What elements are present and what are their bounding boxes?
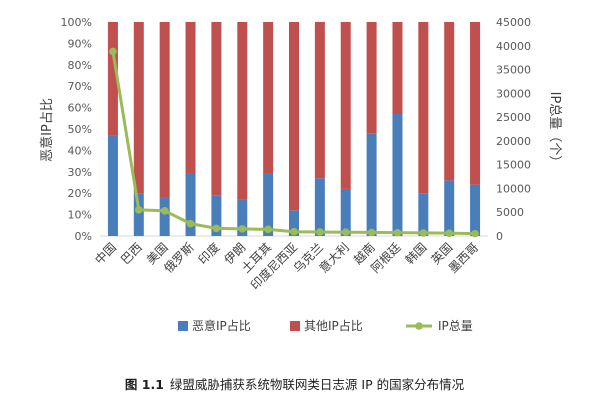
line-point: [342, 228, 350, 236]
figure-caption: 图 1.1 绿盟威胁捕获系统物联网类日志源 IP 的国家分布情况: [0, 374, 589, 393]
legend-swatch: [178, 321, 188, 331]
right-tick-label: 0: [496, 230, 503, 243]
left-tick-label: 50%: [68, 123, 92, 136]
category-label: 墨西哥: [446, 240, 481, 275]
bar-segment: [367, 133, 377, 236]
bar-segment: [418, 22, 428, 193]
legend-label: IP总量: [438, 319, 473, 333]
line-point: [316, 228, 324, 236]
bar-segment: [237, 22, 247, 200]
right-tick-label: 15000: [496, 159, 531, 172]
right-tick-label: 20000: [496, 135, 531, 148]
category-label: 俄罗斯: [161, 240, 196, 275]
left-tick-label: 100%: [61, 16, 92, 29]
figure-number: 图 1.1: [125, 377, 164, 392]
line-point: [368, 229, 376, 237]
left-tick-label: 30%: [68, 166, 92, 179]
left-axis: 0% 10% 20% 30% 40% 50% 60% 70% 80% 90% 100%: [61, 16, 92, 243]
bar-segment: [392, 22, 402, 114]
line-point: [290, 228, 298, 236]
bar-segment: [367, 22, 377, 133]
legend-swatch-marker: [415, 322, 423, 330]
line-point: [264, 226, 272, 234]
bar-segment: [470, 185, 480, 236]
bar-segment: [134, 22, 144, 193]
bar-segment: [392, 114, 402, 236]
line-point: [445, 229, 453, 237]
bar-segment: [315, 178, 325, 236]
bar-segment: [341, 22, 351, 189]
category-label: 意大利: [316, 240, 352, 276]
bar-segment: [470, 22, 480, 185]
legend-label: 其他IP占比: [304, 318, 363, 333]
category-label: 印度: [195, 240, 223, 268]
bar-segment: [108, 135, 118, 236]
bar-segment: [263, 22, 273, 174]
bar-segment: [444, 22, 454, 180]
bar-segment: [134, 193, 144, 236]
right-axis-title: IP总量（个）: [547, 92, 562, 169]
right-axis: 0 5000 10000 15000 20000 25000 30000 35000 40000…: [496, 16, 531, 243]
left-tick-label: 80%: [68, 59, 92, 72]
figure-caption-text: 绿盟威胁捕获系统物联网类日志源 IP 的国家分布情况: [170, 377, 464, 392]
right-tick-label: 25000: [496, 111, 531, 124]
plot-area: [100, 22, 488, 237]
left-tick-label: 10%: [68, 209, 92, 222]
bar-segment: [289, 22, 299, 210]
line-point: [187, 220, 195, 228]
left-tick-label: 90%: [68, 37, 92, 50]
bar-segment: [444, 180, 454, 236]
legend-swatch: [290, 321, 300, 331]
right-tick-label: 45000: [496, 16, 531, 29]
category-label: 阿根廷: [368, 240, 403, 275]
legend-label: 恶意IP占比: [192, 318, 251, 333]
right-tick-label: 10000: [496, 182, 531, 195]
category-label: 巴西: [118, 240, 145, 267]
legend: 恶意IP占比 其他IP占比 IP总量: [178, 318, 473, 333]
line-point: [394, 229, 402, 237]
line-point: [161, 207, 169, 215]
line-point: [109, 48, 117, 56]
bar-segment: [211, 22, 221, 195]
right-tick-label: 35000: [496, 64, 531, 77]
line-point: [471, 230, 479, 238]
right-tick-label: 30000: [496, 87, 531, 100]
bar-segment: [160, 22, 170, 197]
category-label: 中国: [91, 240, 119, 268]
line-point: [213, 225, 221, 233]
category-label: 韩国: [402, 240, 430, 268]
bar-segment: [315, 22, 325, 178]
bar-segment: [186, 22, 196, 174]
line-point: [238, 225, 246, 233]
right-tick-label: 40000: [496, 40, 531, 53]
left-tick-label: 70%: [68, 80, 92, 93]
chart: 0% 10% 20% 30% 40% 50% 60% 70% 80% 90% 100% 0 5000 1…: [0, 0, 589, 372]
left-axis-title: 恶意IP占比: [39, 98, 55, 162]
left-tick-label: 20%: [68, 187, 92, 200]
right-tick-label: 5000: [496, 206, 524, 219]
bar-segment: [160, 197, 170, 236]
line-point: [420, 229, 428, 237]
left-tick-label: 40%: [68, 144, 92, 157]
line-point: [135, 206, 143, 214]
left-tick-label: 0%: [75, 230, 92, 243]
left-tick-label: 60%: [68, 102, 92, 115]
